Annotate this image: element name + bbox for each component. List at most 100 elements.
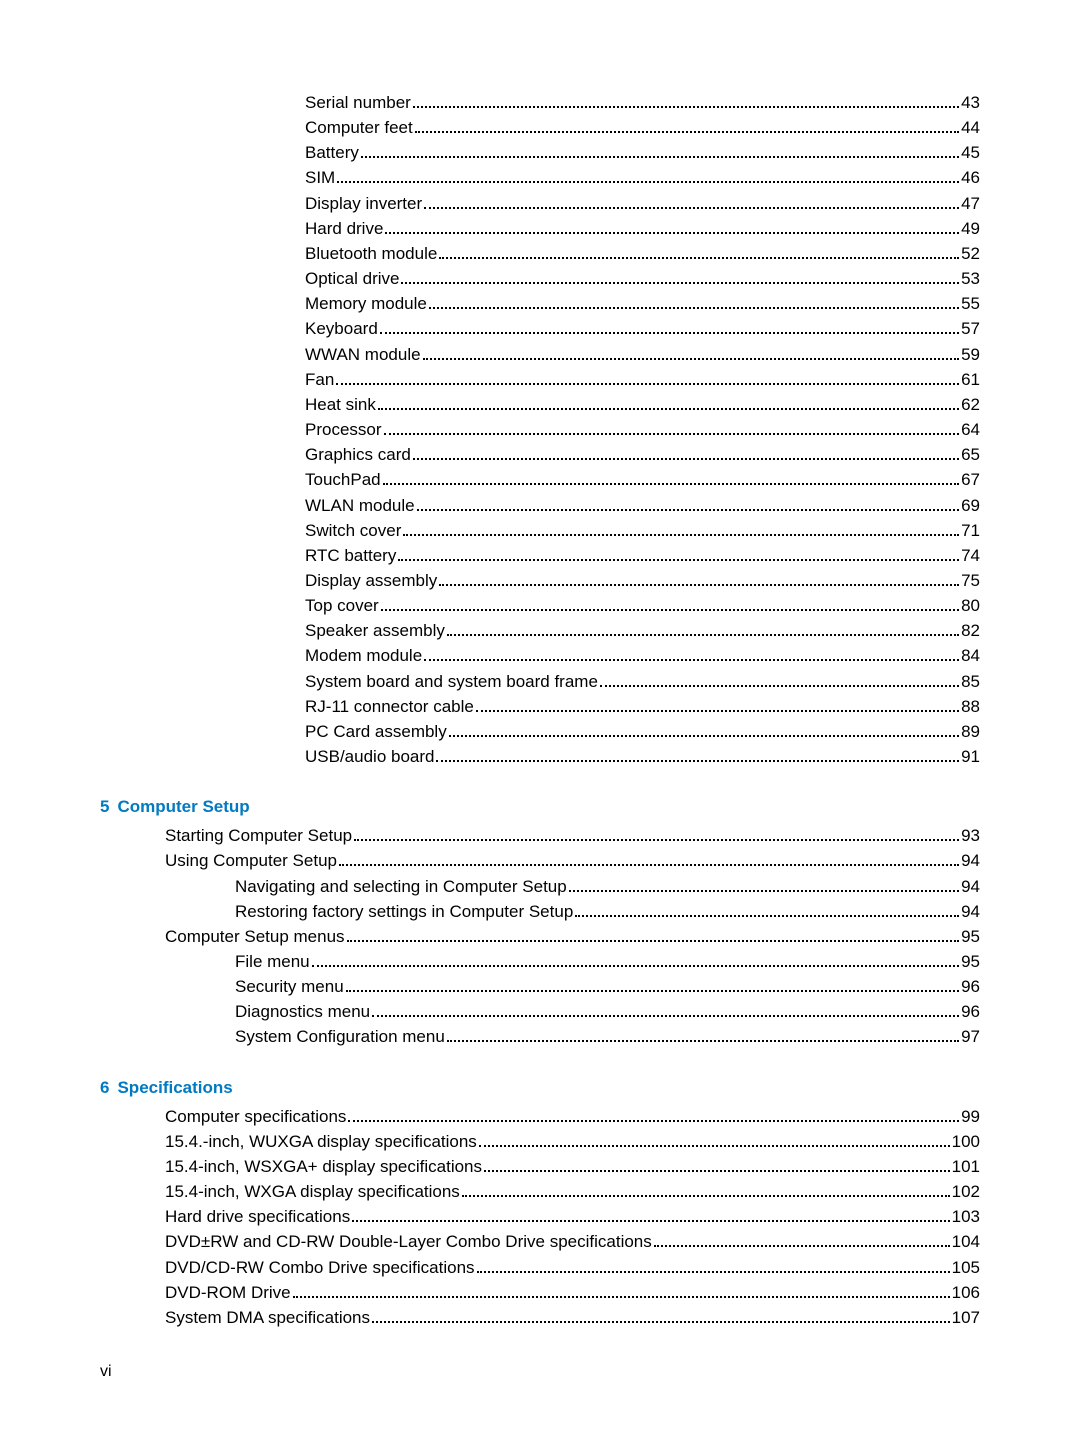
- toc-entry-label: Restoring factory settings in Computer S…: [235, 899, 573, 924]
- toc-entry-label: Bluetooth module: [305, 241, 437, 266]
- toc-leader-dots: [293, 1282, 950, 1297]
- toc-entry: Bluetooth module 52: [305, 241, 980, 266]
- toc-entry: System board and system board frame 85: [305, 669, 980, 694]
- toc-entry-page: 88: [961, 694, 980, 719]
- toc-leader-dots: [439, 571, 959, 586]
- toc-entry-label: TouchPad: [305, 467, 381, 492]
- toc-entry: Hard drive specifications 103: [165, 1204, 980, 1229]
- toc-leader-dots: [447, 1027, 959, 1042]
- toc-leader-dots: [398, 546, 959, 561]
- toc-entry-page: 80: [961, 593, 980, 618]
- toc-leader-dots: [429, 294, 959, 309]
- toc-entry: Speaker assembly 82: [305, 618, 980, 643]
- toc-leader-dots: [336, 369, 959, 384]
- toc-entry-label: Optical drive: [305, 266, 399, 291]
- toc-entry-label: System Configuration menu: [235, 1024, 445, 1049]
- toc-entry-label: Computer Setup menus: [165, 924, 345, 949]
- toc-entry-label: Heat sink: [305, 392, 376, 417]
- toc-entry: RTC battery 74: [305, 543, 980, 568]
- toc-leader-dots: [312, 952, 959, 967]
- toc-entry: Modem module 84: [305, 643, 980, 668]
- toc-entry-page: 106: [952, 1280, 980, 1305]
- toc-entry-page: 44: [961, 115, 980, 140]
- toc-entry: Display assembly 75: [305, 568, 980, 593]
- toc-entry-label: Switch cover: [305, 518, 401, 543]
- toc-entry-page: 94: [961, 848, 980, 873]
- toc-entry-page: 69: [961, 493, 980, 518]
- toc-entry-label: 15.4.-inch, WUXGA display specifications: [165, 1129, 477, 1154]
- toc-leader-dots: [403, 520, 959, 535]
- toc-entry: Navigating and selecting in Computer Set…: [235, 874, 980, 899]
- toc-entry-page: 75: [961, 568, 980, 593]
- toc-leader-dots: [384, 420, 960, 435]
- toc-entry-label: Serial number: [305, 90, 411, 115]
- toc-leader-dots: [436, 747, 959, 762]
- toc-entry-label: Starting Computer Setup: [165, 823, 352, 848]
- toc-leader-dots: [479, 1131, 950, 1146]
- toc-entry-page: 100: [952, 1129, 980, 1154]
- toc-entry-page: 65: [961, 442, 980, 467]
- page-number-label: vi: [100, 1363, 112, 1380]
- toc-leader-dots: [352, 1207, 949, 1222]
- toc-leader-dots: [372, 1308, 950, 1323]
- toc-entry-label: Fan: [305, 367, 334, 392]
- toc-entry-page: 107: [952, 1305, 980, 1330]
- toc-entry-page: 45: [961, 140, 980, 165]
- toc-entry: RJ-11 connector cable 88: [305, 694, 980, 719]
- toc-entry-label: Speaker assembly: [305, 618, 445, 643]
- toc-entry-page: 71: [961, 518, 980, 543]
- toc-leader-dots: [424, 646, 959, 661]
- toc-entry-page: 96: [961, 999, 980, 1024]
- toc-leader-dots: [339, 851, 959, 866]
- toc-entry: DVD-ROM Drive 106: [165, 1280, 980, 1305]
- toc-entry-label: Memory module: [305, 291, 427, 316]
- section-number: 5: [100, 797, 109, 816]
- toc-entry-page: 91: [961, 744, 980, 769]
- toc-entry-page: 95: [961, 924, 980, 949]
- toc-entry-page: 55: [961, 291, 980, 316]
- toc-entry-label: RJ-11 connector cable: [305, 694, 474, 719]
- toc-entry-label: Graphics card: [305, 442, 411, 467]
- toc-entry-label: USB/audio board: [305, 744, 434, 769]
- toc-entry: Heat sink 62: [305, 392, 980, 417]
- toc-entry-page: 47: [961, 191, 980, 216]
- toc-entry-label: Computer feet: [305, 115, 413, 140]
- toc-entry-label: Battery: [305, 140, 359, 165]
- toc-leader-dots: [600, 671, 959, 686]
- toc-entry: Security menu 96: [235, 974, 980, 999]
- section-title: Specifications: [117, 1078, 232, 1097]
- toc-leader-dots: [346, 977, 959, 992]
- toc-entry: Computer Setup menus 95: [165, 924, 980, 949]
- toc-entry: Serial number 43: [305, 90, 980, 115]
- toc-entry: 15.4-inch, WSXGA+ display specifications…: [165, 1154, 980, 1179]
- toc-leader-dots: [476, 696, 959, 711]
- toc-entry-page: 101: [952, 1154, 980, 1179]
- toc-leader-dots: [380, 319, 959, 334]
- toc-entry: Using Computer Setup 94: [165, 848, 980, 873]
- toc-entry: WLAN module 69: [305, 493, 980, 518]
- toc-entry-page: 62: [961, 392, 980, 417]
- toc-entry: Restoring factory settings in Computer S…: [235, 899, 980, 924]
- toc-entry: Diagnostics menu 96: [235, 999, 980, 1024]
- toc-entry-label: Processor: [305, 417, 382, 442]
- toc-entry-label: WWAN module: [305, 342, 421, 367]
- toc-entry: 15.4.-inch, WUXGA display specifications…: [165, 1129, 980, 1154]
- toc-leader-dots: [378, 395, 959, 410]
- section-heading: 6Specifications: [100, 1078, 980, 1098]
- toc-entry-page: 52: [961, 241, 980, 266]
- toc-leader-dots: [569, 876, 959, 891]
- toc-entry-label: WLAN module: [305, 493, 415, 518]
- toc-entry: DVD±RW and CD-RW Double-Layer Combo Driv…: [165, 1229, 980, 1254]
- toc-entry-label: File menu: [235, 949, 310, 974]
- page-container: Serial number 43Computer feet 44Battery …: [0, 0, 1080, 1390]
- page-footer: vi: [100, 1363, 112, 1381]
- toc-leader-dots: [415, 118, 959, 133]
- toc-leader-dots: [439, 244, 959, 259]
- toc-entry-label: 15.4-inch, WSXGA+ display specifications: [165, 1154, 482, 1179]
- toc-entry-page: 104: [952, 1229, 980, 1254]
- toc-leader-dots: [354, 826, 959, 841]
- toc-entry: Starting Computer Setup 93: [165, 823, 980, 848]
- toc-entry: DVD/CD-RW Combo Drive specifications 105: [165, 1255, 980, 1280]
- toc-entry-label: Display assembly: [305, 568, 437, 593]
- toc-leader-dots: [401, 269, 959, 284]
